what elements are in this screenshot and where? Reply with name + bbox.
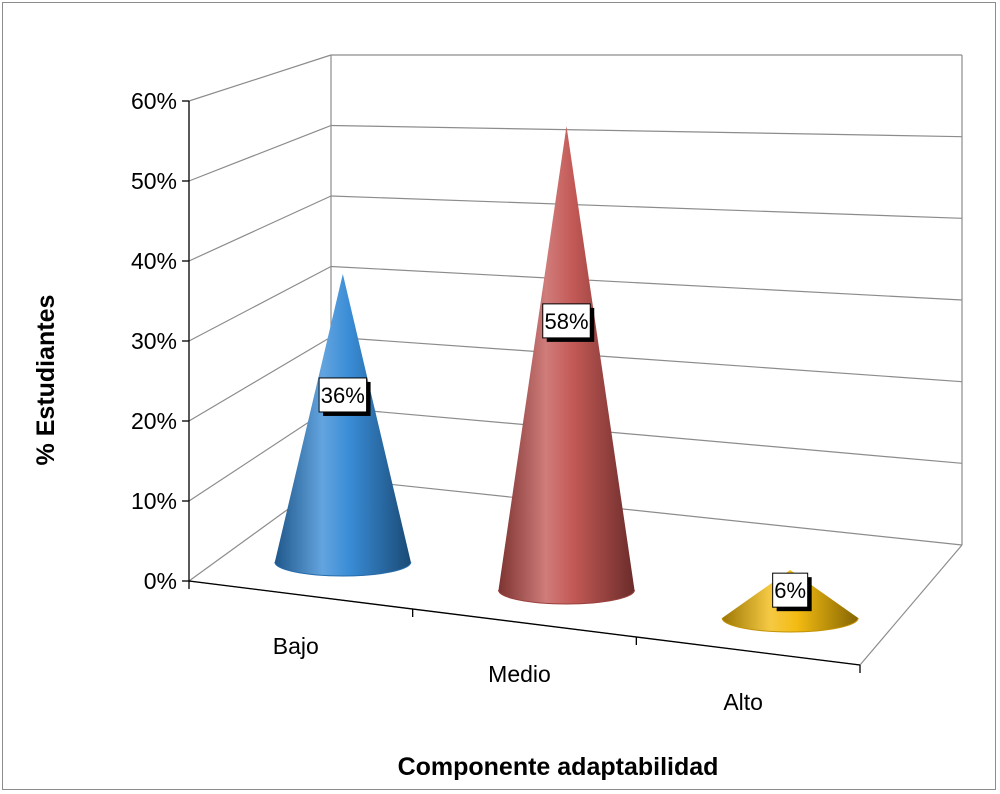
x-tick-label: Medio (488, 661, 551, 687)
y-tick-label: 60% (131, 88, 177, 114)
gridline-back (330, 477, 963, 546)
y-axis-title: % Estudiantes (32, 295, 60, 466)
data-label-bajo: 36% (318, 377, 371, 416)
data-label-box (542, 303, 591, 339)
data-label-box (318, 377, 368, 413)
data-label-box (772, 572, 809, 608)
x-tick-label: Alto (723, 689, 763, 715)
y-tick-label: 30% (131, 328, 177, 354)
gridline-side (188, 406, 332, 502)
y-tick-label: 20% (131, 408, 177, 434)
gridline-back (330, 265, 963, 301)
cone-base-edge (498, 589, 635, 605)
gridline-back (330, 124, 963, 138)
axes (182, 100, 861, 673)
y-tick-label: 50% (131, 168, 177, 194)
gridline-side (188, 124, 332, 182)
x-axis-line (188, 580, 861, 666)
gridline-back (330, 406, 963, 464)
x-tick-label: Bajo (273, 633, 319, 659)
data-label-alto: 6% (772, 572, 812, 612)
gridline-side (188, 336, 332, 422)
cone-body (498, 126, 635, 604)
gridline-back (330, 336, 963, 383)
cone-base-edge (274, 561, 412, 577)
x-tick-labels: Bajo Medio Alto (273, 633, 763, 715)
cone-base-edge (721, 617, 859, 633)
cone-body (274, 274, 411, 577)
y-tick-label: 10% (131, 488, 177, 514)
gridline-back (330, 195, 963, 219)
y-tick-label: 40% (131, 248, 177, 274)
y-tick-label: 0% (144, 568, 177, 594)
floor-right-edge (859, 544, 963, 666)
data-label-text: 6% (774, 578, 806, 603)
data-label-text: 36% (321, 383, 365, 408)
y-tick-labels: 0% 10% 20% 30% 40% 50% 60% (131, 88, 177, 594)
cone-medio (498, 126, 635, 605)
gridline-side (188, 54, 332, 102)
x-axis-title: Componente adaptabilidad (398, 753, 719, 781)
data-labels: 36% 58% 6% (318, 303, 812, 612)
data-label-text: 58% (544, 309, 588, 334)
cone-bajo (274, 274, 412, 577)
gridline-side (188, 195, 332, 262)
gridline-side (188, 265, 332, 342)
data-label-medio: 58% (542, 303, 595, 342)
gridlines (188, 54, 963, 582)
